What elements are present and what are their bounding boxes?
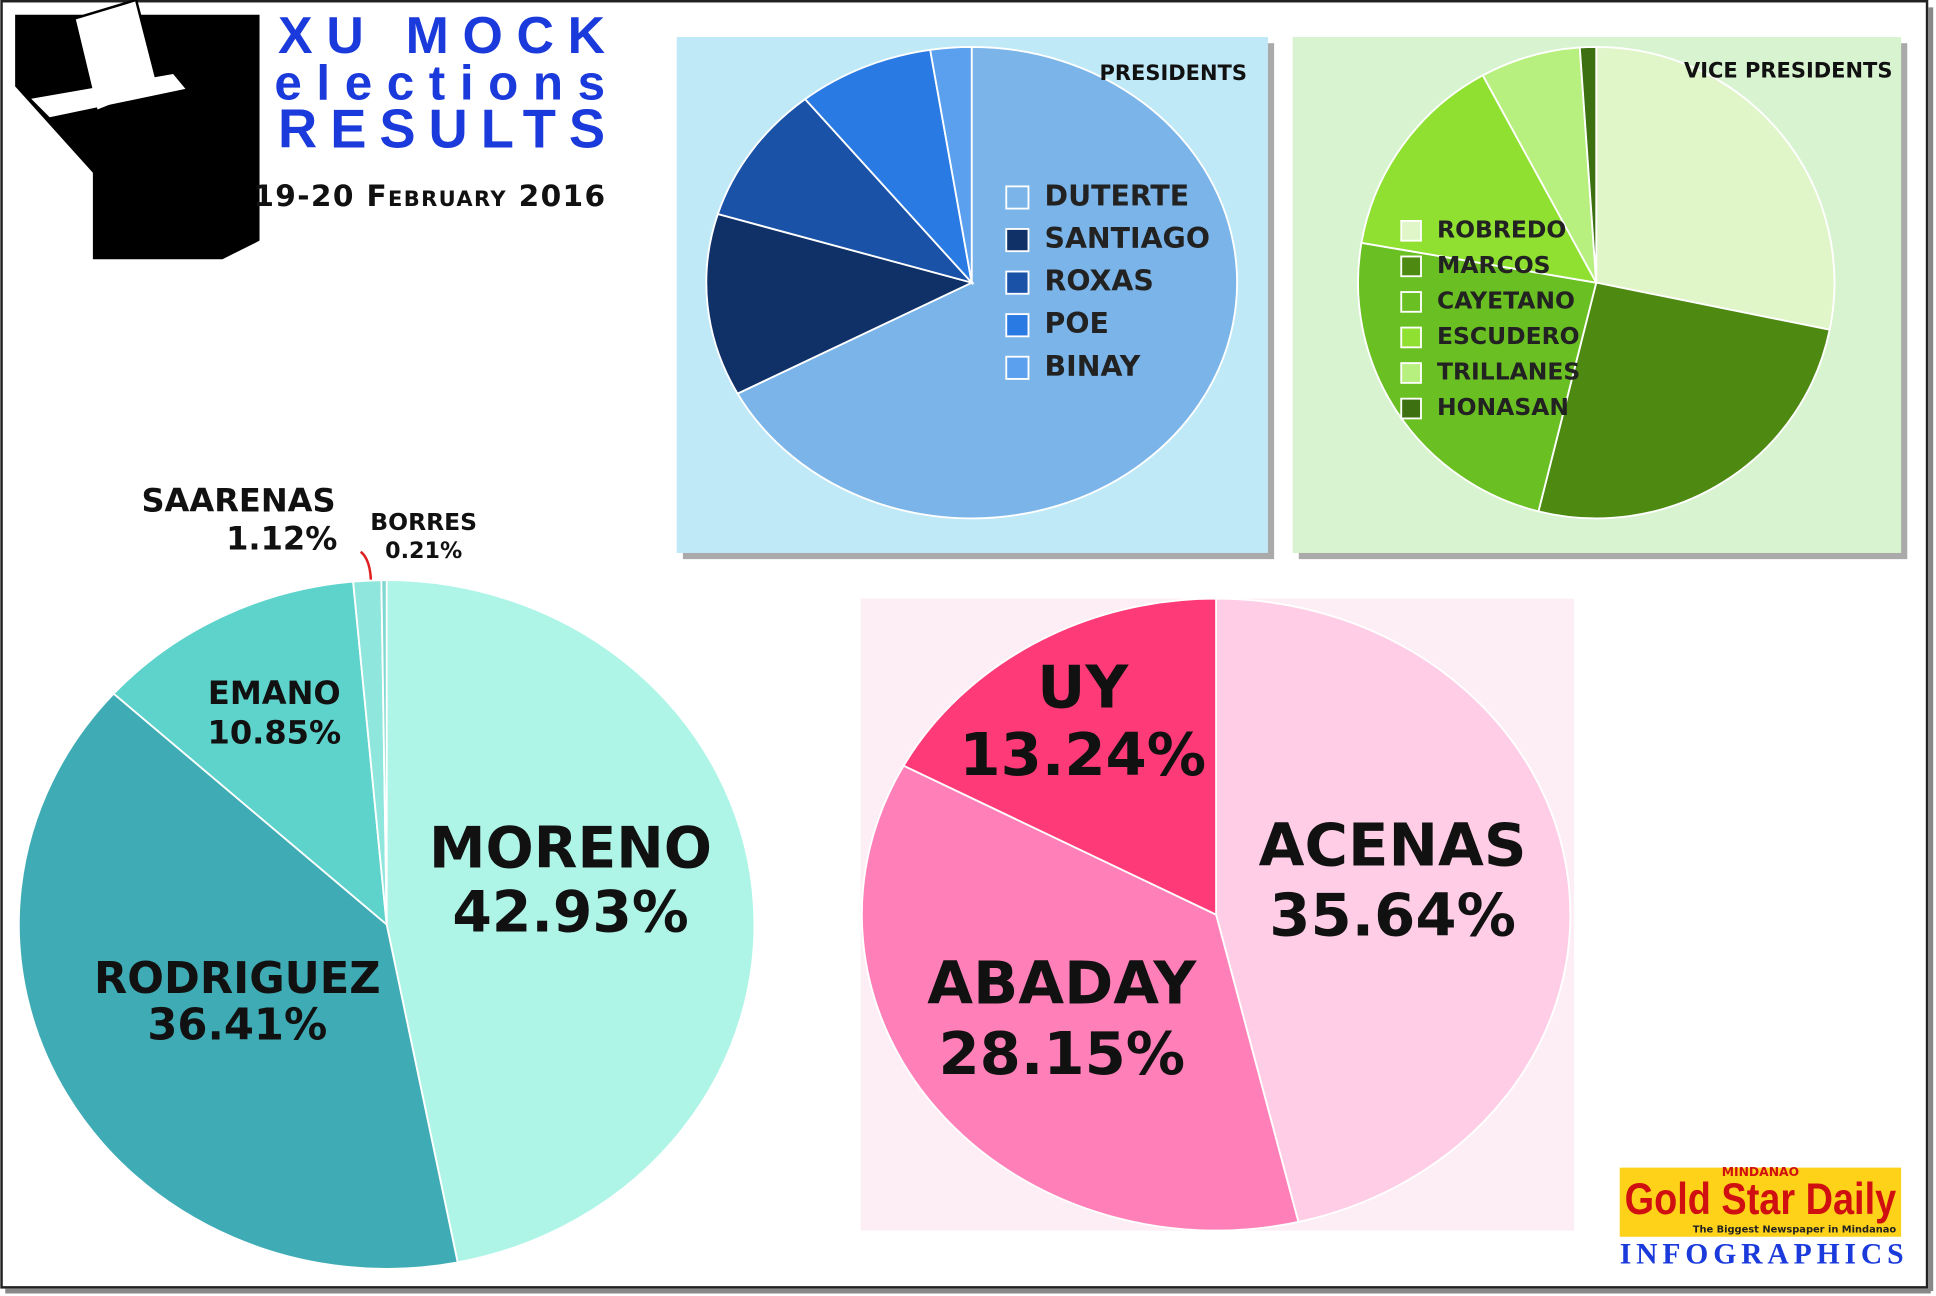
chart-title: VICE PRESIDENTS bbox=[1684, 59, 1892, 83]
legend-label: HONASAN bbox=[1437, 393, 1569, 421]
legend-swatch bbox=[1005, 313, 1030, 338]
slice-value-label: 36.41% bbox=[147, 1001, 327, 1051]
footer-brand: Gold Star Daily bbox=[1625, 1175, 1897, 1224]
pie-slice bbox=[860, 764, 1300, 1232]
slice-value-label: 1.12% bbox=[226, 520, 337, 558]
legend-swatch bbox=[1400, 255, 1422, 278]
legend-label: SANTIAGO bbox=[1045, 222, 1210, 255]
slice-label: MORENO bbox=[429, 815, 712, 881]
slice-label: RODRIGUEZ bbox=[94, 954, 380, 1004]
pie-slice bbox=[112, 580, 388, 927]
chart-title: PRESIDENTS bbox=[1100, 61, 1247, 85]
header-date: 19-20 February 2016 bbox=[253, 179, 605, 213]
legend-swatch bbox=[1400, 220, 1422, 242]
pie-slice bbox=[1537, 281, 1831, 520]
slice-value-label: 0.21% bbox=[385, 538, 462, 564]
slice-label: BORRES bbox=[370, 508, 477, 536]
legend-label: DUTERTE bbox=[1045, 179, 1190, 212]
ballot-logo bbox=[15, 0, 260, 260]
header-title: elections bbox=[274, 55, 605, 110]
legend-label: ESCUDERO bbox=[1437, 322, 1580, 350]
pie-slice bbox=[380, 579, 388, 925]
slice-value-label: 35.64% bbox=[1269, 881, 1516, 950]
pie-slice bbox=[1595, 45, 1836, 331]
pie-slice bbox=[1215, 597, 1572, 1224]
legend-label: POE bbox=[1045, 307, 1109, 340]
pie-slice bbox=[705, 212, 975, 395]
slice-label: SAARENAS bbox=[141, 481, 335, 519]
pie-slice bbox=[17, 692, 459, 1270]
legend-label: BINAY bbox=[1045, 350, 1141, 383]
pie-slice bbox=[1578, 45, 1598, 283]
legend-swatch bbox=[1400, 291, 1422, 313]
slice-value-label: 42.93% bbox=[452, 879, 688, 945]
legend-label: CAYETANO bbox=[1437, 286, 1575, 314]
legend-swatch bbox=[1400, 326, 1422, 349]
pie-slice bbox=[736, 45, 1238, 520]
legend-label: ROXAS bbox=[1045, 265, 1154, 298]
slice-value-label: 10.85% bbox=[208, 713, 342, 751]
footer-kicker: MINDANAO bbox=[1722, 1165, 1799, 1179]
footer-tagline: The Biggest Newspaper in Mindanao bbox=[1693, 1224, 1897, 1235]
pie-slice bbox=[716, 97, 975, 285]
legend-label: MARCOS bbox=[1437, 251, 1551, 279]
slice-value-label: 13.24% bbox=[959, 720, 1206, 789]
footer-logo-box bbox=[1619, 1167, 1902, 1237]
legend-label: TRILLANES bbox=[1437, 358, 1580, 386]
header-title: RESULTS bbox=[278, 99, 605, 160]
legend-swatch bbox=[1400, 397, 1422, 420]
pie-slice bbox=[803, 48, 974, 286]
slice-value-label: 28.15% bbox=[938, 1019, 1185, 1088]
footer-section: INFOGRAPHICS bbox=[1620, 1238, 1904, 1270]
slice-label: ACENAS bbox=[1259, 810, 1527, 879]
legend-label: ROBREDO bbox=[1437, 215, 1566, 243]
legend-swatch bbox=[1005, 185, 1030, 210]
legend-swatch bbox=[1005, 270, 1030, 295]
slice-label: EMANO bbox=[208, 674, 341, 712]
charts: PRESIDENTS DUTERTE SANTIAGO ROXAS POE BINAY VI… bbox=[17, 45, 1892, 1270]
slice-label: ABADAY bbox=[927, 949, 1197, 1018]
legend-swatch bbox=[1005, 228, 1030, 253]
legend-swatch bbox=[1400, 362, 1422, 384]
header-title: XU MOCK bbox=[278, 6, 605, 64]
legend-swatch bbox=[1005, 355, 1030, 380]
pie-slice bbox=[902, 597, 1218, 917]
pie-slice bbox=[929, 45, 973, 283]
pie-slice bbox=[385, 579, 756, 1264]
slice-label: UY bbox=[1037, 652, 1129, 721]
